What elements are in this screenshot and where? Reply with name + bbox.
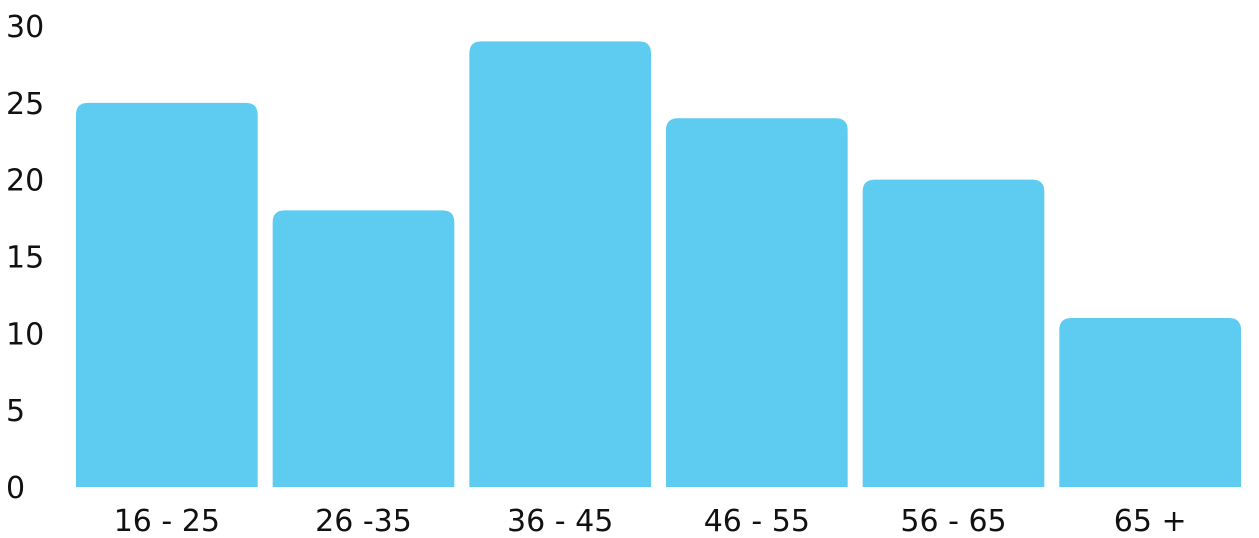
bar [76,102,258,487]
y-tick-label: 25 [6,87,44,122]
x-tick-label: 65 + [1114,504,1187,538]
bar [862,179,1045,487]
x-tick-label: 16 - 25 [114,504,220,538]
bar [1059,317,1241,487]
bar-series [76,41,1241,487]
bar [272,210,455,487]
x-tick-label: 46 - 55 [704,504,810,538]
y-tick-label: 30 [6,10,44,45]
y-tick-label: 20 [6,164,44,199]
x-tick-label: 26 -35 [315,504,412,538]
y-tick-label: 10 [6,317,44,352]
y-axis-ticks: 0 5 10 15 20 25 30 [6,10,44,506]
bar [469,41,651,487]
x-axis-ticks: 16 - 25 26 -35 36 - 45 46 - 55 56 - 65 65 + [114,504,1187,538]
x-tick-label: 56 - 65 [900,504,1006,538]
x-tick-label: 36 - 45 [507,504,613,538]
y-tick-label: 5 [6,394,25,429]
y-tick-label: 0 [6,471,25,506]
y-tick-label: 15 [6,241,44,276]
bar [666,118,848,487]
